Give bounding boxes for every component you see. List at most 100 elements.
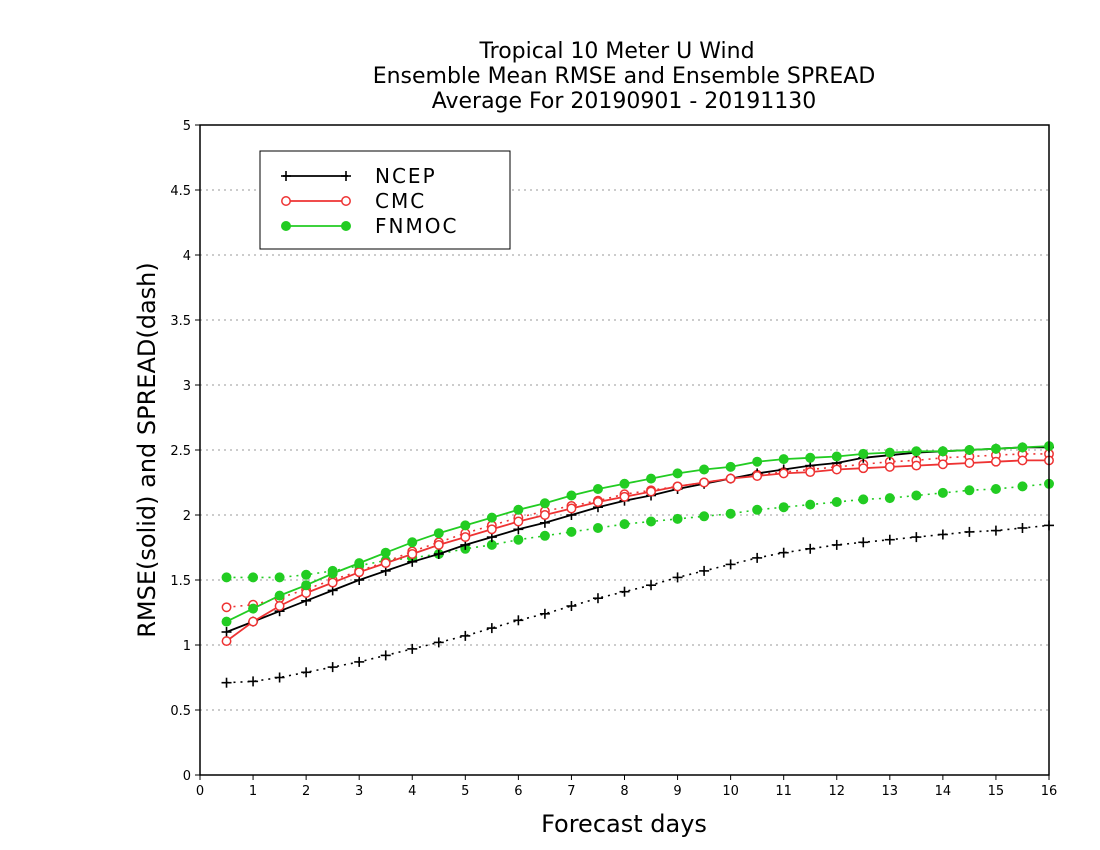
y-tick-label: 0.5 [170,704,191,719]
data-point [831,497,842,507]
series-ncep-rmse [221,442,1054,637]
legend-items [281,171,351,231]
data-point [1017,442,1028,453]
data-point [221,572,232,583]
y-axis-label: RMSE(solid) and SPREAD(dash) [133,262,161,638]
data-point [354,656,365,667]
data-point [433,528,444,539]
data-point [327,568,338,579]
data-point [274,672,285,683]
x-tick-label: 2 [302,784,310,799]
y-axis-ticks: 0 0.5 1 1.5 2 2.5 3 3.5 4 4.5 5 [170,119,200,784]
x-tick-label: 10 [722,784,739,799]
data-point [1017,455,1028,466]
series-ncep-spread [221,520,1054,688]
data-point [486,512,497,523]
x-tick-label: 3 [355,784,363,799]
data-point [433,637,444,648]
legend: NCEP CMC FNMOC [259,150,511,250]
data-point [460,630,471,641]
data-point [805,467,816,478]
series-line [226,446,1049,633]
x-tick-label: 8 [620,784,628,799]
y-tick-label: 3.5 [170,314,191,329]
data-point [990,484,1001,494]
title-line-3: Average For 20190901 - 20191130 [432,89,817,114]
data-point [407,643,418,654]
x-tick-label: 0 [196,784,204,799]
legend-marker-end [341,196,351,206]
series-fnmoc-rmse [221,441,1054,627]
data-point [221,627,232,637]
x-tick-label: 13 [882,784,899,799]
y-tick-label: 2 [183,509,191,524]
data-point [354,558,365,569]
data-point [619,478,630,489]
data-point [752,471,763,481]
data-point [699,511,710,522]
data-point [248,572,259,583]
series-cmc-rmse [221,455,1054,647]
legend-marker-end [341,221,351,231]
data-point [990,443,1001,454]
legend-marker-start [281,221,291,231]
data-point [858,448,869,459]
data-point [592,523,603,533]
series-line [226,453,1049,609]
data-point [831,464,842,475]
data-point [911,446,922,457]
data-point [486,623,497,634]
data-point [672,481,683,492]
data-point [884,493,895,504]
data-point [964,445,975,455]
data-point [301,569,312,580]
data-point [486,524,497,535]
data-point [248,616,259,627]
data-point [221,677,232,688]
data-point [513,504,524,515]
data-point [646,486,656,497]
legend-marker-start [281,196,291,206]
data-point [513,615,524,626]
series-line [226,445,1050,623]
data-point [593,497,603,507]
data-point [619,586,630,597]
data-point [354,567,365,578]
data-point [460,520,471,531]
data-point [752,456,763,467]
legend-sample-ncep [281,171,351,181]
data-point [778,502,789,513]
data-point [221,602,232,613]
legend-sample-cmc [281,196,351,206]
y-tick-label: 4 [183,249,191,264]
data-point [937,487,948,498]
x-tick-label: 16 [1041,784,1058,799]
data-point [619,519,630,530]
data-point [539,608,550,619]
data-point [513,516,524,527]
data-point [1017,523,1028,533]
legend-marker-start [281,171,291,181]
data-point [221,636,232,647]
data-point [699,464,710,475]
data-point [725,461,736,472]
data-point [407,549,418,559]
data-point [884,461,895,472]
data-point [805,499,816,510]
x-tick-label: 7 [567,784,575,799]
x-tick-label: 6 [514,784,522,799]
data-point [858,537,869,548]
data-point [301,580,312,591]
y-tick-label: 2.5 [170,444,191,459]
data-point [566,490,577,501]
data-point [725,559,736,570]
data-point [539,510,550,520]
data-point [937,459,948,470]
chart-title: Tropical 10 Meter U Wind Ensemble Mean R… [373,39,876,114]
data-point [858,494,869,505]
data-point [248,676,259,687]
data-point [805,543,816,554]
data-point [566,601,577,611]
plot-frame [199,124,1050,776]
grid-lines [200,189,1049,711]
